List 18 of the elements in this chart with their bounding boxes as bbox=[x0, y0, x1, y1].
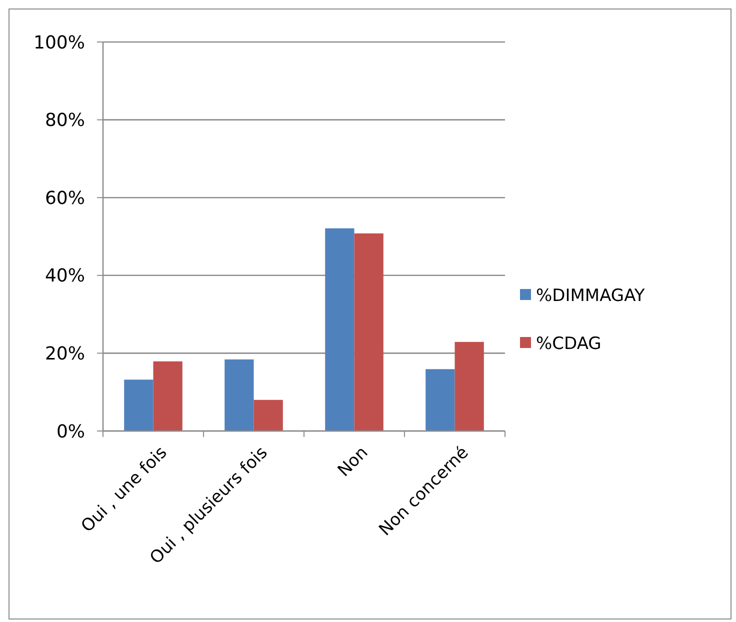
legend-label: %DIMMAGAY bbox=[536, 286, 646, 306]
bar bbox=[153, 361, 182, 431]
bar bbox=[354, 233, 384, 431]
bar bbox=[426, 369, 455, 431]
bar bbox=[224, 359, 254, 431]
y-tick-label: 100% bbox=[34, 32, 85, 54]
legend-label: %CDAG bbox=[536, 334, 602, 354]
x-tick-label: Non bbox=[334, 442, 372, 481]
y-tick-label: 40% bbox=[44, 266, 85, 287]
bar bbox=[254, 400, 283, 431]
y-tick-label: 80% bbox=[44, 110, 85, 132]
y-tick-label: 60% bbox=[44, 188, 85, 209]
bar bbox=[124, 380, 154, 431]
x-tick-label: Oui , une fois bbox=[78, 442, 172, 536]
bar bbox=[454, 342, 484, 431]
y-tick-label: 0% bbox=[56, 421, 85, 442]
y-tick-label: 20% bbox=[44, 344, 85, 364]
bar bbox=[325, 228, 354, 431]
